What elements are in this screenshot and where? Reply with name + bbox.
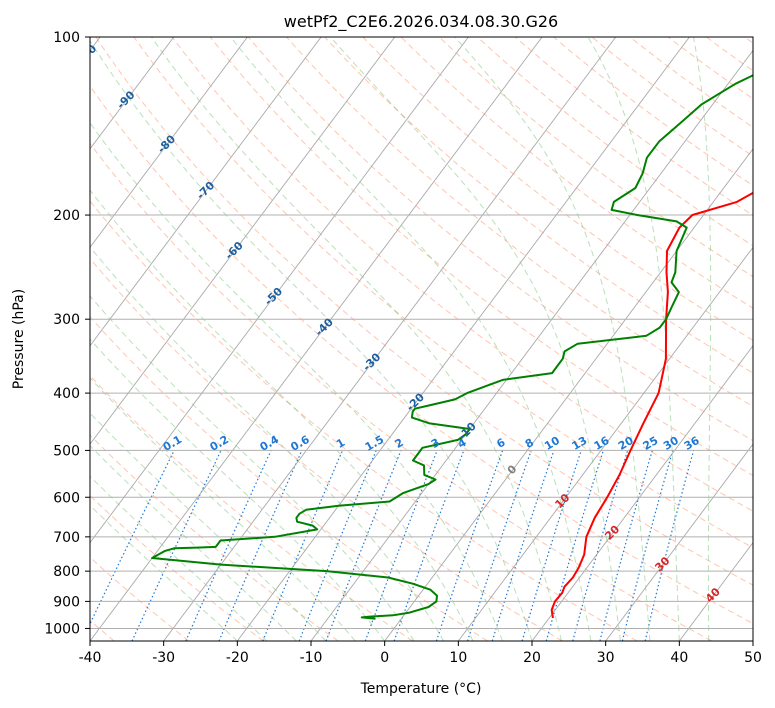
dry-adiabat-line (515, 37, 753, 216)
dry-adiabat-line (95, 37, 753, 586)
moist-adiabat-line (693, 37, 712, 641)
mixing-ratio-line (218, 450, 303, 641)
x-tick-label: 50 (744, 650, 762, 666)
dry-adiabat-line (209, 37, 753, 477)
moist-adiabat-line (90, 504, 238, 641)
dry-adiabat-line (90, 316, 488, 641)
plot-background (90, 37, 753, 641)
mixing-ratio-line (621, 450, 674, 641)
x-tick-label: 0 (380, 650, 389, 666)
mixing-ratio-line (298, 450, 377, 641)
mixing-ratio-line (599, 450, 653, 641)
x-tick-label: 30 (597, 650, 615, 666)
moist-adiabat-line (90, 189, 474, 641)
mixing-ratio-line (491, 450, 555, 641)
y-tick-label: 500 (53, 443, 80, 459)
moist-adiabat-line (587, 37, 680, 641)
y-tick-label: 900 (53, 594, 80, 610)
x-tick-label: -40 (79, 650, 102, 666)
isotherm-line (90, 37, 396, 445)
isotherm-line (310, 49, 753, 641)
y-tick-label: 600 (53, 490, 80, 506)
y-tick-label: 400 (53, 386, 80, 402)
dry-adiabat-line (591, 37, 753, 157)
isotherm-line (752, 640, 753, 641)
data-series (151, 74, 753, 620)
dry-adiabat-line (90, 494, 264, 641)
isotherm-line (531, 344, 753, 641)
isotherm-line (90, 37, 175, 150)
y-axis-label: Pressure (hPa) (11, 289, 27, 389)
x-axis: -40 -30 -20 -10 0 10 20 30 40 50 (79, 641, 762, 666)
isotherm-line (90, 37, 469, 544)
moist-adiabat-line (90, 444, 297, 641)
pressure-grid (90, 37, 753, 629)
mixing-ratio-line (185, 450, 272, 641)
isotherm-line (605, 443, 753, 641)
dry-adiabat-line (90, 85, 753, 625)
mixing-ratio-line (521, 450, 582, 641)
y-tick-label: 200 (53, 208, 80, 224)
x-tick-label: 10 (449, 650, 467, 666)
moist-adiabat-line (90, 39, 533, 641)
moist-adiabat-line (90, 412, 327, 641)
dry-adiabat-line (90, 374, 414, 641)
dry-adiabat-line (90, 142, 712, 641)
isotherm-line (236, 37, 690, 641)
chart-title: wetPf2_C2E6.2026.034.08.30.G26 (284, 12, 558, 32)
dry-adiabat-line (171, 37, 753, 512)
moist-adiabat-line (90, 338, 386, 641)
isotherm-line (457, 246, 753, 641)
moist-adiabat-line (230, 37, 592, 641)
y-tick-label: 700 (53, 530, 80, 546)
mixing-ratio-line (466, 450, 532, 641)
mixing-ratio-line (572, 450, 629, 641)
y-tick-label: 1000 (44, 621, 80, 637)
x-axis-label: Temperature (°C) (360, 681, 482, 697)
y-tick-label: 800 (53, 564, 80, 580)
mixing-ratio-line (435, 450, 504, 641)
dry-adiabat-line (324, 37, 753, 374)
dewpoint-profile-line (151, 74, 753, 620)
isotherm-line (90, 37, 248, 249)
x-tick-label: 40 (670, 650, 688, 666)
moist-adiabat-line (330, 37, 621, 641)
dry-adiabat-line (90, 200, 638, 641)
y-axis: 100 200 300 400 500 600 700 800 900 1000 (44, 30, 90, 637)
dry-adiabat-line (553, 37, 753, 187)
isotherms (90, 37, 753, 641)
moist-adiabat-line (90, 475, 268, 641)
mixing-ratio-line (364, 450, 438, 641)
isotherm-line (90, 37, 543, 641)
x-tick-label: -30 (152, 650, 175, 666)
y-tick-label: 300 (53, 312, 80, 328)
moist-adiabat-line (90, 121, 503, 641)
temperature-profile-line (550, 191, 753, 619)
moist-adiabat-line (454, 37, 651, 641)
mixing-ratio-line (325, 450, 402, 641)
x-tick-label: -20 (226, 650, 249, 666)
y-tick-label: 100 (53, 30, 80, 46)
isotherm-line (90, 37, 322, 347)
x-tick-label: -10 (300, 650, 323, 666)
dry-adiabat-line (286, 37, 753, 408)
mixing-ratio-line (262, 450, 344, 641)
isotherm-line (163, 37, 617, 641)
dry-adiabat-line (133, 37, 753, 549)
dry-adiabat-line (90, 257, 563, 641)
x-tick-label: 20 (523, 650, 541, 666)
moist-adiabat-line (150, 37, 562, 641)
plot-frame (89, 36, 754, 642)
